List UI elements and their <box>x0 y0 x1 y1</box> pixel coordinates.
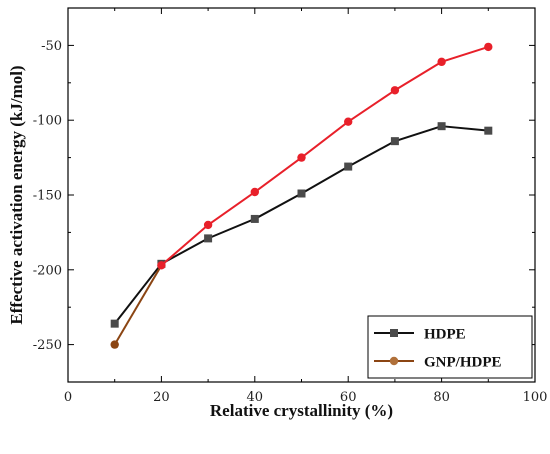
legend: HDPE GNP/HDPE <box>367 315 533 379</box>
x-tick-label: 40 <box>247 390 264 405</box>
legend-box <box>367 315 533 379</box>
y-tick-label: -250 <box>33 338 62 353</box>
series-line-segment <box>113 264 163 346</box>
legend-label: HDPE <box>424 327 466 343</box>
x-axis-label: Relative crystallinity (%) <box>210 401 393 420</box>
tick-labels: 0 20 40 60 80 100 -250 -200 -150 -100 -50 <box>33 39 548 405</box>
data-point <box>157 261 166 270</box>
data-point <box>204 234 213 243</box>
x-tick-label: 80 <box>433 390 450 405</box>
data-point <box>437 122 446 131</box>
data-point <box>297 153 306 162</box>
data-point <box>297 189 306 198</box>
legend-label: GNP/HDPE <box>424 355 502 371</box>
data-point <box>203 220 213 230</box>
data-point <box>390 86 400 95</box>
data-point <box>110 319 119 328</box>
x-tick-label: 60 <box>340 390 357 405</box>
series-hdpe <box>110 122 493 328</box>
x-tick-label: 0 <box>64 390 72 405</box>
data-point <box>110 340 119 349</box>
data-point <box>250 214 259 223</box>
data-point <box>250 187 259 197</box>
y-axis-label: Effective activation energy (kJ/mol) <box>7 65 26 324</box>
y-tick-label: -200 <box>33 263 62 278</box>
x-tick-label: 100 <box>523 390 548 405</box>
y-tick-label: -100 <box>33 114 62 129</box>
data-point <box>390 137 399 146</box>
legend-marker <box>390 329 398 337</box>
y-tick-label: -50 <box>41 39 62 54</box>
series-gnp-hdpe <box>110 42 493 349</box>
data-point <box>484 42 493 52</box>
data-point <box>437 57 446 67</box>
data-point <box>484 126 493 135</box>
axis-ticks <box>67 7 536 383</box>
chart-marks <box>110 42 493 349</box>
data-point <box>344 117 353 126</box>
x-tick-label: 20 <box>153 390 170 405</box>
series-line <box>160 45 489 267</box>
y-tick-label: -150 <box>33 189 62 204</box>
data-point <box>344 162 353 171</box>
legend-marker <box>389 356 399 366</box>
